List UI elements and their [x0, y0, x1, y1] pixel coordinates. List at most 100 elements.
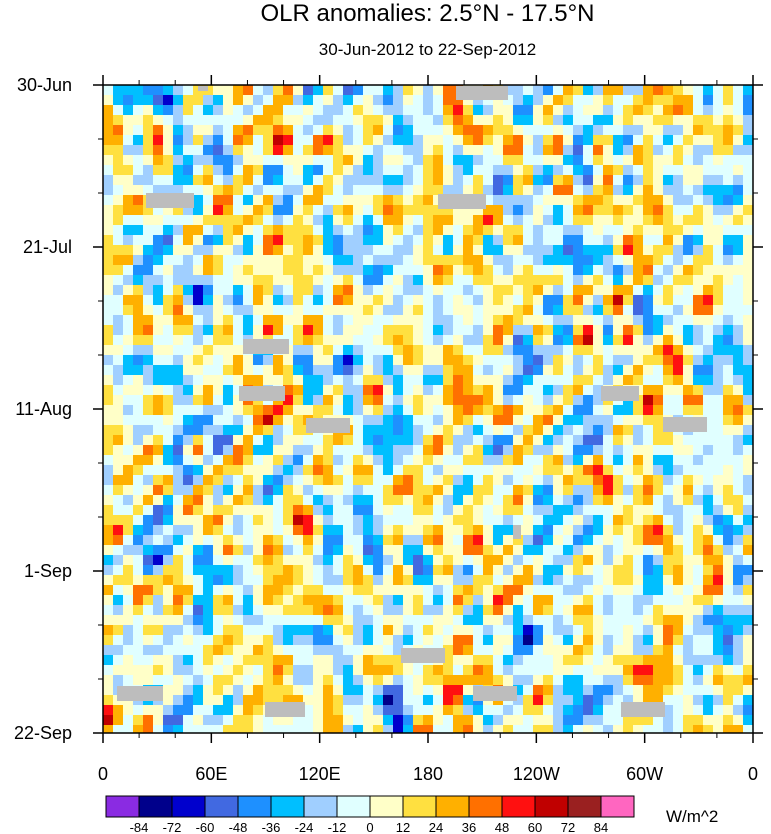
field-cell [543, 585, 554, 596]
field-cell [383, 425, 394, 436]
field-cell [513, 685, 524, 696]
field-cell [163, 355, 174, 366]
field-cell [443, 115, 454, 126]
field-cell [273, 265, 284, 276]
field-cell [703, 635, 714, 646]
field-cell [693, 705, 704, 716]
field-cell [133, 605, 144, 616]
field-cell [483, 715, 494, 726]
field-cell [323, 695, 334, 706]
field-cell [283, 435, 294, 446]
field-cell [483, 545, 494, 556]
field-cell [283, 595, 294, 606]
field-cell [663, 455, 674, 466]
field-cell [403, 265, 414, 276]
field-cell [623, 665, 634, 676]
field-cell [393, 135, 404, 146]
field-cell [713, 215, 724, 226]
field-cell [463, 295, 474, 306]
field-cell [493, 455, 504, 466]
field-cell [633, 495, 644, 506]
field-cell [633, 425, 644, 436]
field-cell [743, 695, 754, 706]
field-cell [413, 115, 424, 126]
field-cell [743, 405, 754, 416]
field-cell [433, 165, 444, 176]
field-cell [353, 385, 364, 396]
field-cell [203, 435, 214, 446]
field-cell [653, 525, 664, 536]
field-cell [733, 315, 744, 326]
field-cell [513, 185, 524, 196]
field-cell [313, 165, 324, 176]
field-cell [543, 565, 554, 576]
field-cell [573, 265, 584, 276]
field-cell [513, 145, 524, 156]
field-cell [353, 285, 364, 296]
field-cell [313, 135, 324, 146]
field-cell [263, 695, 274, 706]
field-cell [383, 235, 394, 246]
field-cell [473, 455, 484, 466]
field-cell [433, 255, 444, 266]
field-cell [143, 715, 154, 726]
field-cell [253, 105, 264, 116]
field-cell [733, 305, 744, 316]
field-cell [423, 305, 434, 316]
field-cell [693, 685, 704, 696]
field-cell [553, 425, 564, 436]
field-cell [543, 265, 554, 276]
field-cell [623, 145, 634, 156]
field-cell [553, 395, 564, 406]
field-cell [573, 605, 584, 616]
field-cell [543, 95, 554, 106]
field-cell [463, 685, 474, 696]
field-cell [123, 705, 134, 716]
field-cell [523, 375, 534, 386]
field-cell [723, 725, 734, 734]
field-cell [663, 235, 674, 246]
field-cell [613, 85, 624, 96]
field-cell [143, 255, 154, 266]
field-cell [593, 135, 604, 146]
field-cell [173, 545, 184, 556]
field-cell [463, 515, 474, 526]
field-cell [333, 345, 344, 356]
field-cell [413, 235, 424, 246]
field-cell [733, 675, 744, 686]
field-cell [213, 485, 224, 496]
field-cell [683, 195, 694, 206]
field-cell [143, 455, 154, 466]
field-cell [473, 255, 484, 266]
field-cell [233, 445, 244, 456]
field-cell [513, 275, 524, 286]
field-cell [343, 695, 354, 706]
field-cell [583, 185, 594, 196]
field-cell [533, 705, 544, 716]
field-cell [343, 645, 354, 656]
field-cell [243, 445, 254, 456]
field-cell [253, 175, 264, 186]
field-cell [153, 375, 164, 386]
field-cell [683, 435, 694, 446]
field-cell [523, 455, 534, 466]
field-cell [383, 185, 394, 196]
colorbar-label: 72 [561, 820, 575, 834]
field-cell [393, 465, 404, 476]
field-cell [703, 455, 714, 466]
field-cell [503, 665, 514, 676]
field-cell [193, 705, 204, 716]
field-cell [463, 725, 474, 734]
field-cell [153, 345, 164, 356]
field-cell [303, 725, 314, 734]
field-cell [133, 425, 144, 436]
field-cell [543, 655, 554, 666]
field-cell [283, 265, 294, 276]
field-cell [253, 485, 264, 496]
field-cell [493, 595, 504, 606]
field-cell [163, 245, 174, 256]
field-cell [223, 615, 234, 626]
field-cell [113, 355, 124, 366]
field-cell [563, 415, 574, 426]
field-cell [613, 515, 624, 526]
